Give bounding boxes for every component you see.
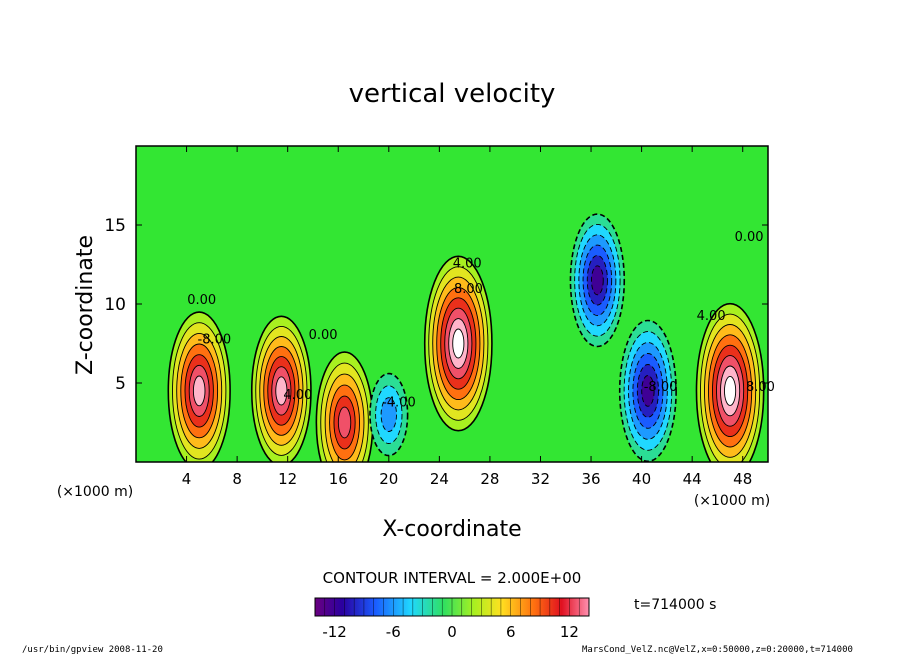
x-tick-label: 40 (632, 470, 651, 488)
footer-left: /usr/bin/gpview 2008-11-20 (22, 645, 163, 654)
colorbar-tick-label: 12 (560, 623, 579, 641)
contour-level (724, 375, 737, 406)
y-tick-label: 5 (115, 374, 126, 394)
contour-level (641, 375, 655, 407)
x-tick-label: 4 (182, 470, 192, 488)
contour-cell-1 (250, 315, 312, 462)
colorbar-tick-label: -12 (322, 623, 347, 641)
colorbar-ticks: -12 -6 0 6 12 (322, 598, 580, 641)
contour-level (452, 328, 465, 359)
contour-label: 4.00 (283, 388, 312, 403)
contour-labels: -8.00 4.00 4.00 8.00 4.00 8.00 0.00 0.00 -4.00 -8… (187, 230, 775, 411)
x-tick-label: 44 (683, 470, 702, 488)
contour-cell-7 (695, 302, 765, 462)
x-tick-label: 12 (278, 470, 297, 488)
plot-area (136, 146, 768, 462)
contour-label: 4.00 (697, 309, 726, 324)
contour-cell-2 (315, 351, 374, 462)
colorbar-tick-label: 6 (506, 623, 516, 641)
x-axis: 4 8 12 16 20 24 28 32 36 40 44 48 (182, 146, 752, 488)
contour-level (591, 265, 604, 296)
contour-cells (167, 213, 765, 462)
y-axis-label: Z-coordinate (73, 235, 98, 375)
contour-level (380, 397, 397, 432)
contour-label: 0.00 (309, 328, 338, 343)
x-tick-label: 24 (430, 470, 449, 488)
x-tick-label: 48 (733, 470, 752, 488)
contour-level (275, 376, 288, 406)
contour-label: 0.00 (735, 230, 764, 245)
contour-cell-4 (423, 255, 493, 432)
contour-cell-6 (618, 319, 677, 462)
x-tick-label: 28 (480, 470, 499, 488)
time-label: t=714000 s (634, 597, 716, 613)
x-axis-unit-right: (×1000 m) (694, 493, 770, 509)
contour-label: 4.00 (453, 257, 482, 272)
contour-label: -8.00 (198, 333, 232, 348)
contour-label: -4.00 (382, 396, 416, 411)
x-tick-label: 32 (531, 470, 550, 488)
x-axis-unit-left: (×1000 m) (57, 484, 133, 500)
contour-interval: CONTOUR INTERVAL = 2.000E+00 (323, 569, 582, 587)
contour-label: -8.00 (644, 380, 678, 395)
y-axis: 5 10 15 (104, 216, 768, 394)
contour-level (337, 406, 352, 439)
x-tick-label: 20 (379, 470, 398, 488)
x-tick-label: 8 (232, 470, 242, 488)
colorbar-tick-label: 0 (447, 623, 457, 641)
contour-label: 8.00 (746, 380, 775, 395)
x-tick-label: 36 (581, 470, 600, 488)
colorbar-tick-label: -6 (386, 623, 401, 641)
contour-label: 8.00 (454, 282, 483, 297)
contour-level (192, 375, 206, 407)
contour-cell-5 (569, 213, 626, 348)
contour-cell-0 (167, 311, 231, 462)
x-axis-label: X-coordinate (382, 517, 521, 542)
chart-title: vertical velocity (349, 79, 556, 109)
contour-cell-3 (369, 372, 409, 457)
x-tick-label: 16 (329, 470, 348, 488)
y-tick-label: 10 (104, 295, 126, 315)
contour-label: 0.00 (187, 293, 216, 308)
y-tick-label: 15 (104, 216, 126, 236)
footer-right: MarsCond_VelZ.nc@VelZ,x=0:50000,z=0:2000… (582, 645, 853, 654)
